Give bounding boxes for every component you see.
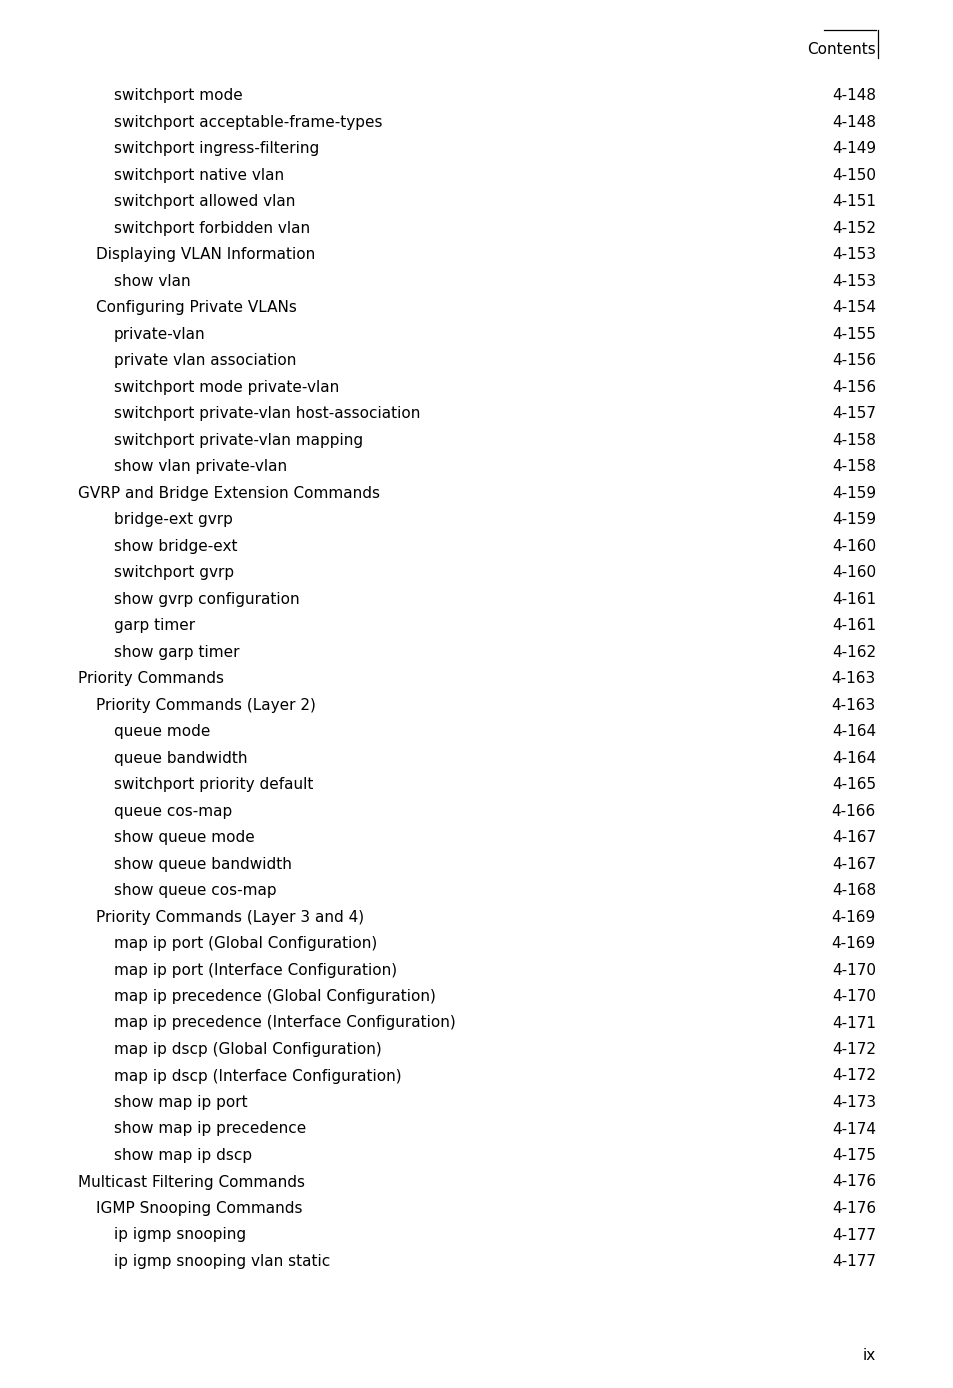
Text: 4-149: 4-149 xyxy=(831,142,875,155)
Text: 4-175: 4-175 xyxy=(831,1148,875,1163)
Text: 4-159: 4-159 xyxy=(831,512,875,527)
Text: private vlan association: private vlan association xyxy=(113,353,296,368)
Text: 4-162: 4-162 xyxy=(831,644,875,659)
Text: 4-164: 4-164 xyxy=(831,751,875,766)
Text: 4-173: 4-173 xyxy=(831,1095,875,1110)
Text: ix: ix xyxy=(862,1348,875,1363)
Text: queue mode: queue mode xyxy=(113,725,211,738)
Text: show map ip precedence: show map ip precedence xyxy=(113,1122,306,1137)
Text: show bridge-ext: show bridge-ext xyxy=(113,539,237,554)
Text: 4-165: 4-165 xyxy=(831,777,875,793)
Text: show queue mode: show queue mode xyxy=(113,830,254,845)
Text: map ip precedence (Global Configuration): map ip precedence (Global Configuration) xyxy=(113,990,436,1004)
Text: 4-154: 4-154 xyxy=(831,300,875,315)
Text: switchport native vlan: switchport native vlan xyxy=(113,168,284,182)
Text: 4-150: 4-150 xyxy=(831,168,875,182)
Text: map ip port (Global Configuration): map ip port (Global Configuration) xyxy=(113,936,376,951)
Text: 4-153: 4-153 xyxy=(831,273,875,289)
Text: 4-166: 4-166 xyxy=(831,804,875,819)
Text: switchport acceptable-frame-types: switchport acceptable-frame-types xyxy=(113,114,382,129)
Text: 4-155: 4-155 xyxy=(831,326,875,341)
Text: ip igmp snooping vlan static: ip igmp snooping vlan static xyxy=(113,1253,330,1269)
Text: 4-177: 4-177 xyxy=(831,1227,875,1242)
Text: Priority Commands (Layer 2): Priority Commands (Layer 2) xyxy=(96,698,315,712)
Text: IGMP Snooping Commands: IGMP Snooping Commands xyxy=(96,1201,302,1216)
Text: 4-172: 4-172 xyxy=(831,1069,875,1084)
Text: switchport ingress-filtering: switchport ingress-filtering xyxy=(113,142,319,155)
Text: 4-163: 4-163 xyxy=(831,670,875,686)
Text: 4-153: 4-153 xyxy=(831,247,875,262)
Text: switchport mode: switchport mode xyxy=(113,87,242,103)
Text: 4-164: 4-164 xyxy=(831,725,875,738)
Text: show queue cos-map: show queue cos-map xyxy=(113,883,276,898)
Text: 4-171: 4-171 xyxy=(831,1016,875,1030)
Text: Priority Commands (Layer 3 and 4): Priority Commands (Layer 3 and 4) xyxy=(96,909,364,924)
Text: 4-161: 4-161 xyxy=(831,591,875,607)
Text: GVRP and Bridge Extension Commands: GVRP and Bridge Extension Commands xyxy=(78,486,379,501)
Text: 4-157: 4-157 xyxy=(831,407,875,421)
Text: queue bandwidth: queue bandwidth xyxy=(113,751,247,766)
Text: 4-160: 4-160 xyxy=(831,539,875,554)
Text: 4-167: 4-167 xyxy=(831,830,875,845)
Text: 4-170: 4-170 xyxy=(831,962,875,977)
Text: 4-156: 4-156 xyxy=(831,379,875,394)
Text: 4-158: 4-158 xyxy=(831,459,875,473)
Text: 4-148: 4-148 xyxy=(831,87,875,103)
Text: show vlan private-vlan: show vlan private-vlan xyxy=(113,459,287,473)
Text: 4-160: 4-160 xyxy=(831,565,875,580)
Text: switchport allowed vlan: switchport allowed vlan xyxy=(113,194,295,210)
Text: switchport priority default: switchport priority default xyxy=(113,777,313,793)
Text: Displaying VLAN Information: Displaying VLAN Information xyxy=(96,247,314,262)
Text: map ip port (Interface Configuration): map ip port (Interface Configuration) xyxy=(113,962,396,977)
Text: map ip precedence (Interface Configuration): map ip precedence (Interface Configurati… xyxy=(113,1016,456,1030)
Text: 4-148: 4-148 xyxy=(831,114,875,129)
Text: 4-169: 4-169 xyxy=(831,909,875,924)
Text: 4-176: 4-176 xyxy=(831,1201,875,1216)
Text: 4-152: 4-152 xyxy=(831,221,875,236)
Text: show garp timer: show garp timer xyxy=(113,644,239,659)
Text: map ip dscp (Global Configuration): map ip dscp (Global Configuration) xyxy=(113,1042,381,1058)
Text: 4-169: 4-169 xyxy=(831,936,875,951)
Text: 4-159: 4-159 xyxy=(831,486,875,501)
Text: switchport gvrp: switchport gvrp xyxy=(113,565,233,580)
Text: Contents: Contents xyxy=(806,42,875,57)
Text: 4-158: 4-158 xyxy=(831,433,875,447)
Text: 4-161: 4-161 xyxy=(831,618,875,633)
Text: show queue bandwidth: show queue bandwidth xyxy=(113,856,292,872)
Text: bridge-ext gvrp: bridge-ext gvrp xyxy=(113,512,233,527)
Text: switchport private-vlan host-association: switchport private-vlan host-association xyxy=(113,407,420,421)
Text: Multicast Filtering Commands: Multicast Filtering Commands xyxy=(78,1174,305,1190)
Text: show gvrp configuration: show gvrp configuration xyxy=(113,591,299,607)
Text: 4-177: 4-177 xyxy=(831,1253,875,1269)
Text: 4-167: 4-167 xyxy=(831,856,875,872)
Text: 4-170: 4-170 xyxy=(831,990,875,1004)
Text: 4-156: 4-156 xyxy=(831,353,875,368)
Text: queue cos-map: queue cos-map xyxy=(113,804,232,819)
Text: show map ip dscp: show map ip dscp xyxy=(113,1148,252,1163)
Text: 4-176: 4-176 xyxy=(831,1174,875,1190)
Text: switchport mode private-vlan: switchport mode private-vlan xyxy=(113,379,339,394)
Text: 4-168: 4-168 xyxy=(831,883,875,898)
Text: switchport forbidden vlan: switchport forbidden vlan xyxy=(113,221,310,236)
Text: 4-163: 4-163 xyxy=(831,698,875,712)
Text: ip igmp snooping: ip igmp snooping xyxy=(113,1227,246,1242)
Text: 4-172: 4-172 xyxy=(831,1042,875,1058)
Text: 4-174: 4-174 xyxy=(831,1122,875,1137)
Text: garp timer: garp timer xyxy=(113,618,195,633)
Text: map ip dscp (Interface Configuration): map ip dscp (Interface Configuration) xyxy=(113,1069,401,1084)
Text: Priority Commands: Priority Commands xyxy=(78,670,224,686)
Text: Configuring Private VLANs: Configuring Private VLANs xyxy=(96,300,296,315)
Text: private-vlan: private-vlan xyxy=(113,326,206,341)
Text: show vlan: show vlan xyxy=(113,273,191,289)
Text: switchport private-vlan mapping: switchport private-vlan mapping xyxy=(113,433,363,447)
Text: 4-151: 4-151 xyxy=(831,194,875,210)
Text: show map ip port: show map ip port xyxy=(113,1095,248,1110)
